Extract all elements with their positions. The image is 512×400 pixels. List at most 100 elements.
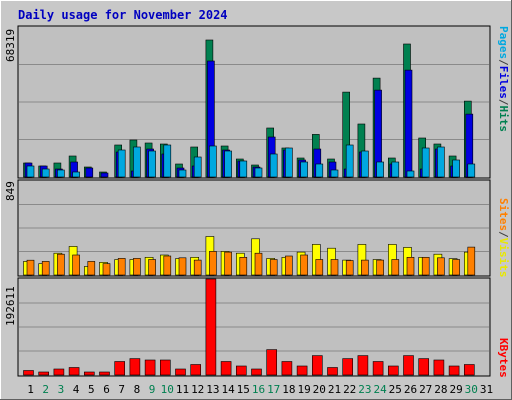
kbytes-bar-day-14 bbox=[220, 361, 232, 376]
pages-bar-day-1 bbox=[26, 165, 35, 178]
day-axis: 1 2 3 4 5 6 7 8 9 10 11 12 13 14 15 16 17 18 19 20 21 22 23 24 2… bbox=[27, 383, 493, 396]
day-label-5: 5 bbox=[88, 383, 95, 396]
sites-bar-day-29 bbox=[452, 259, 460, 276]
kbytes-bar-day-11 bbox=[175, 368, 186, 376]
pages-bar-day-25 bbox=[391, 161, 400, 178]
legend-kbytes: KBytes bbox=[497, 338, 510, 378]
day-label-7: 7 bbox=[118, 383, 125, 396]
pages-bar-day-17 bbox=[269, 153, 278, 178]
legend-files: Files bbox=[497, 66, 510, 99]
legend-visits: Visits bbox=[497, 238, 510, 278]
kbytes-bar-day-28 bbox=[433, 359, 445, 376]
sites-bar-day-15 bbox=[239, 256, 248, 276]
legend-separator: / bbox=[497, 99, 510, 106]
day-label-18: 18 bbox=[282, 383, 295, 396]
pages-bar-day-21 bbox=[330, 169, 339, 178]
pages-bar-day-4 bbox=[72, 171, 80, 178]
pages-bar-day-3 bbox=[57, 169, 65, 178]
visits-sites-bars bbox=[23, 236, 476, 276]
hits-files-pages-legend: Pages/Files/Hits bbox=[497, 26, 510, 132]
kbytes-legend: KBytes bbox=[497, 338, 510, 378]
sites-bar-day-20 bbox=[315, 259, 324, 276]
pages-bar-day-2 bbox=[41, 168, 50, 178]
visits-sites-ymax-label: 849 bbox=[4, 181, 17, 201]
sites-bar-day-7 bbox=[117, 258, 126, 276]
day-label-27: 27 bbox=[419, 383, 432, 396]
kbytes-ymax-label: 192611 bbox=[4, 286, 17, 326]
kbytes-bar-day-21 bbox=[327, 367, 338, 376]
day-label-14: 14 bbox=[221, 383, 235, 396]
kbytes-bar-day-8 bbox=[129, 358, 141, 376]
pages-bar-day-7 bbox=[117, 149, 126, 178]
sites-bar-day-22 bbox=[345, 260, 354, 276]
pages-bar-day-14 bbox=[224, 150, 232, 178]
day-label-11: 11 bbox=[176, 383, 189, 396]
pages-bar-day-19 bbox=[300, 161, 308, 178]
hits-files-pages-panel: 68319 Pages/Files/Hits bbox=[4, 25, 510, 179]
day-label-16: 16 bbox=[252, 383, 265, 396]
sites-bar-day-19 bbox=[300, 254, 308, 276]
day-label-8: 8 bbox=[134, 383, 141, 396]
sites-bar-day-10 bbox=[163, 255, 172, 276]
sites-bar-day-23 bbox=[361, 259, 369, 276]
pages-bar-day-16 bbox=[254, 167, 263, 178]
sites-bar-day-3 bbox=[57, 253, 65, 276]
pages-bar-day-12 bbox=[193, 156, 202, 178]
kbytes-bar-day-20 bbox=[311, 355, 323, 376]
day-label-6: 6 bbox=[103, 383, 110, 396]
day-label-22: 22 bbox=[343, 383, 356, 396]
legend-pages: Pages bbox=[497, 26, 510, 59]
day-label-13: 13 bbox=[206, 383, 219, 396]
kbytes-bar-day-17 bbox=[266, 349, 278, 376]
visits-sites-panel: 849 Sites/Visits bbox=[4, 179, 510, 278]
day-label-17: 17 bbox=[267, 383, 280, 396]
sites-bar-day-11 bbox=[178, 257, 187, 276]
kbytes-bar-day-23 bbox=[357, 355, 369, 376]
pages-bar-day-11 bbox=[178, 169, 187, 178]
kbytes-bar-day-12 bbox=[190, 364, 201, 376]
kbytes-bar-day-2 bbox=[38, 371, 50, 376]
sites-bar-day-13 bbox=[209, 251, 217, 276]
day-label-20: 20 bbox=[313, 383, 326, 396]
day-label-21: 21 bbox=[328, 383, 341, 396]
kbytes-bars bbox=[23, 278, 475, 376]
kbytes-bar-day-1 bbox=[23, 370, 34, 376]
pages-bar-day-20 bbox=[315, 163, 324, 178]
hits-files-pages-ymax-label: 68319 bbox=[4, 29, 17, 62]
kbytes-bar-day-10 bbox=[160, 359, 171, 376]
pages-bar-day-27 bbox=[421, 147, 430, 178]
kbytes-bar-day-5 bbox=[84, 371, 95, 376]
pages-bar-day-29 bbox=[452, 159, 460, 178]
sites-bar-day-4 bbox=[72, 254, 80, 276]
kbytes-bar-day-4 bbox=[68, 367, 80, 376]
sites-bar-day-9 bbox=[148, 259, 156, 276]
files-bar-day-5 bbox=[85, 167, 94, 178]
pages-bar-day-15 bbox=[239, 160, 248, 178]
kbytes-bar-day-27 bbox=[418, 358, 430, 376]
pages-bar-day-30 bbox=[467, 163, 476, 178]
day-label-4: 4 bbox=[73, 383, 80, 396]
kbytes-bar-day-29 bbox=[448, 365, 460, 376]
sites-bar-day-25 bbox=[391, 259, 400, 276]
legend-separator: / bbox=[497, 231, 510, 238]
files-bar-day-6 bbox=[100, 172, 109, 178]
legend-separator: / bbox=[497, 59, 510, 66]
day-label-19: 19 bbox=[297, 383, 310, 396]
sites-bar-day-6 bbox=[102, 263, 111, 276]
hits-files-pages-bars bbox=[23, 39, 476, 178]
pages-bar-day-23 bbox=[361, 150, 369, 178]
sites-bar-day-12 bbox=[193, 259, 202, 276]
kbytes-bar-day-9 bbox=[144, 359, 156, 376]
sites-bar-day-5 bbox=[87, 261, 96, 276]
sites-bar-day-8 bbox=[133, 258, 141, 276]
sites-bar-day-28 bbox=[437, 257, 445, 276]
day-label-25: 25 bbox=[389, 383, 402, 396]
sites-bar-day-24 bbox=[376, 259, 384, 276]
sites-bar-day-30 bbox=[467, 246, 476, 276]
sites-bar-day-26 bbox=[406, 256, 415, 276]
sites-bar-day-16 bbox=[254, 252, 263, 276]
kbytes-gridlines bbox=[19, 302, 489, 352]
day-label-3: 3 bbox=[58, 383, 65, 396]
kbytes-bar-day-3 bbox=[53, 368, 65, 376]
